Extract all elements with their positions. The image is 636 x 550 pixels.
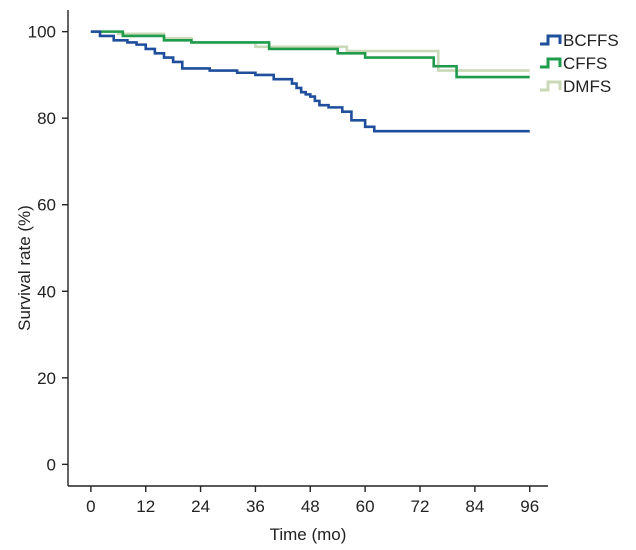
legend-label-bcffs: BCFFS xyxy=(563,31,619,50)
series-line-dmfs xyxy=(90,30,530,72)
x-tick-label: 72 xyxy=(411,497,430,516)
series-line-bcffs xyxy=(90,30,530,133)
x-tick-label: 60 xyxy=(356,497,375,516)
y-tick-label: 20 xyxy=(37,369,56,388)
x-tick-label: 0 xyxy=(86,497,95,516)
x-axis-title: Time (mo) xyxy=(270,525,347,544)
legend-label-cffs: CFFS xyxy=(563,54,607,73)
legend: BCFFS CFFS DMFS xyxy=(540,31,619,96)
y-tick-label: 80 xyxy=(37,109,56,128)
y-tick-label: 60 xyxy=(37,196,56,215)
y-tick-label: 40 xyxy=(37,282,56,301)
x-tick-label: 48 xyxy=(301,497,320,516)
legend-swatch-cffs xyxy=(540,57,562,69)
legend-swatch-dmfs xyxy=(540,80,562,92)
x-tick-label: 84 xyxy=(465,497,484,516)
x-tick-label: 12 xyxy=(136,497,155,516)
axes-layer: 0 20 40 60 80 100 0 12 24 36 48 60 72 84 96 xyxy=(28,10,548,516)
legend-swatch-bcffs xyxy=(540,34,562,46)
x-tick-label: 36 xyxy=(246,497,265,516)
series-line-cffs xyxy=(90,30,530,79)
y-tick-label: 100 xyxy=(28,23,56,42)
y-tick-label: 0 xyxy=(47,455,56,474)
y-axis-title: Survival rate (%) xyxy=(15,205,34,331)
x-tick-label: 96 xyxy=(520,497,539,516)
legend-label-dmfs: DMFS xyxy=(563,77,611,96)
x-tick-label: 24 xyxy=(191,497,210,516)
series-layer xyxy=(90,30,530,133)
